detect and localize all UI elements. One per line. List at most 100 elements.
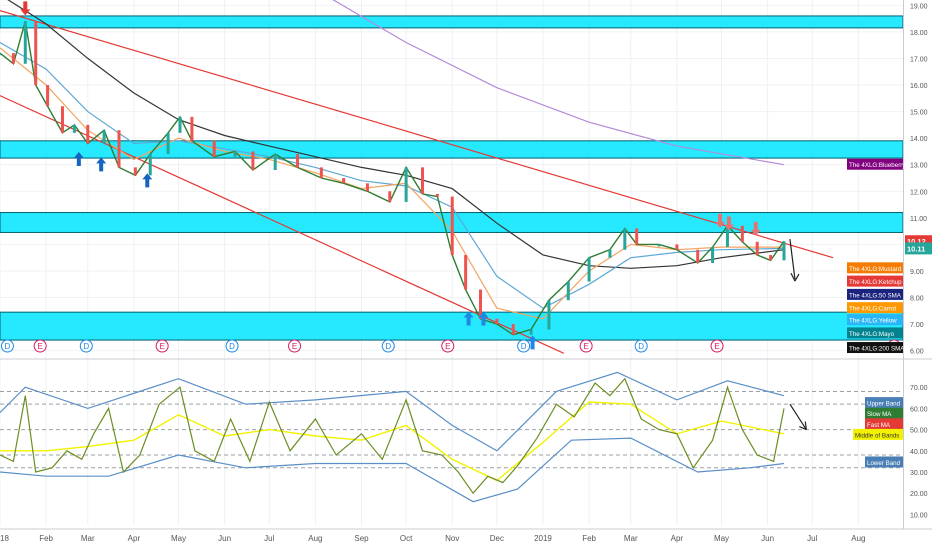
price-candle xyxy=(635,228,639,245)
rsi-legend-box xyxy=(865,418,903,430)
price-candle xyxy=(102,130,106,144)
event-marker-circle xyxy=(225,339,239,353)
arrow-down-line xyxy=(789,239,796,280)
event-marker-label: E xyxy=(445,342,450,351)
event-marker-circle xyxy=(33,339,47,353)
time-axis-label: Aug xyxy=(308,534,322,543)
price-candle xyxy=(342,178,346,184)
price-candle xyxy=(608,249,612,258)
price-badge xyxy=(905,242,932,255)
price-series xyxy=(0,21,786,336)
price-badge-text: 10.12 xyxy=(907,237,926,246)
arrow-up-icon xyxy=(463,311,474,326)
rsi-arrow-icon xyxy=(799,421,807,431)
arrow-up-icon xyxy=(142,173,153,188)
arrow-down-icon xyxy=(20,1,31,16)
price-tick-label: 15.00 xyxy=(910,110,928,117)
price-candle xyxy=(740,225,744,242)
time-axis-label: 2019 xyxy=(534,534,552,543)
price-tick-label: 13.00 xyxy=(910,163,928,170)
price-candle xyxy=(86,124,90,144)
price-tick-label: 9.00 xyxy=(910,269,924,276)
price-candle xyxy=(60,106,64,133)
rsi-panel xyxy=(0,371,903,503)
event-marker-label: E xyxy=(37,342,42,351)
price-candle xyxy=(464,255,468,290)
event-marker-circle xyxy=(155,339,169,353)
price-candle xyxy=(587,257,591,282)
price-candle xyxy=(166,132,170,155)
time-axis-label: Feb xyxy=(582,534,596,543)
rsi-tick-label: 40.00 xyxy=(910,449,928,456)
time-axis-label: May xyxy=(171,534,186,543)
rsi-tick-label: 70.00 xyxy=(910,385,928,392)
price-candle xyxy=(0,53,2,56)
price-candle xyxy=(404,167,408,202)
event-marker-circle xyxy=(381,339,395,353)
arrow-up-icon xyxy=(73,152,84,167)
legend-label-text: The 4XLG:Ketchup xyxy=(849,279,902,286)
legend-label-text: The 4XLG:50 SMA xyxy=(849,292,902,299)
price-tick-label: 8.00 xyxy=(910,296,924,303)
price-tick-label: 16.00 xyxy=(910,83,928,90)
arrow-down-icon xyxy=(790,272,800,282)
time-axis-label: Mar xyxy=(624,534,638,543)
time-axis-label: Feb xyxy=(39,534,53,543)
event-marker-circle xyxy=(517,339,531,353)
rsi-upper-band xyxy=(0,371,785,452)
price-tick-label: 18.00 xyxy=(910,30,928,37)
price-candle xyxy=(178,116,182,133)
ma-blueberry-line xyxy=(332,0,785,166)
arrow-up-icon xyxy=(96,157,107,172)
price-candle xyxy=(212,140,216,157)
event-marker-label: D xyxy=(521,342,527,351)
price-candle xyxy=(190,116,194,141)
event-marker-circle xyxy=(441,339,455,353)
ma-fast-line xyxy=(0,47,784,320)
event-marker-label: D xyxy=(385,342,391,351)
event-marker-circle xyxy=(288,339,302,353)
event-marker-label: D xyxy=(638,342,644,351)
trendline xyxy=(0,10,834,259)
legend-label-text: The 4XLG:200 SMA xyxy=(849,346,905,353)
legend-label-text: The 4XLG:Carrot xyxy=(849,306,896,313)
legend-label-box xyxy=(847,275,903,287)
price-candle xyxy=(696,249,700,264)
price-candle xyxy=(319,167,323,178)
legend-label-box xyxy=(847,302,903,314)
ma-slow-line xyxy=(0,41,785,309)
event-marker-label: E xyxy=(292,342,297,351)
price-candle xyxy=(365,183,369,192)
event-marker-label: D xyxy=(83,342,89,351)
price-candle xyxy=(46,85,50,107)
event-marker-label: E xyxy=(159,342,164,351)
time-axis-label: Nov xyxy=(445,534,459,543)
event-marker-circle xyxy=(79,339,93,353)
legend-label-box xyxy=(847,262,903,274)
event-marker-circle xyxy=(710,339,724,353)
rsi-tick-label: 60.00 xyxy=(910,406,928,413)
rsi-legend-box xyxy=(865,397,903,409)
legend-label-box xyxy=(847,288,903,300)
rsi-lower-band xyxy=(0,437,785,503)
arrow-down-icon xyxy=(723,216,734,231)
rsi-arrow-line xyxy=(789,403,807,430)
price-candle xyxy=(782,241,786,261)
legend-label-box xyxy=(847,342,903,354)
arrow-down-icon xyxy=(715,213,726,228)
price-candle xyxy=(479,289,483,319)
event-marker-circle xyxy=(0,339,14,353)
rsi-legend-box xyxy=(865,407,903,419)
price-candle xyxy=(450,196,454,256)
zone-box xyxy=(0,311,904,341)
price-tick-label: 19.00 xyxy=(910,3,928,10)
price-candle xyxy=(495,318,499,325)
price-candle xyxy=(148,154,152,176)
price-tick-label: 14.00 xyxy=(910,136,928,143)
time-axis-label: Jun xyxy=(218,534,231,543)
price-candle xyxy=(675,244,679,250)
price-candle xyxy=(725,225,729,248)
time-axis-label: Mar xyxy=(81,534,95,543)
rsi-tick-label: 10.00 xyxy=(910,512,928,519)
event-marker-circle xyxy=(634,339,648,353)
